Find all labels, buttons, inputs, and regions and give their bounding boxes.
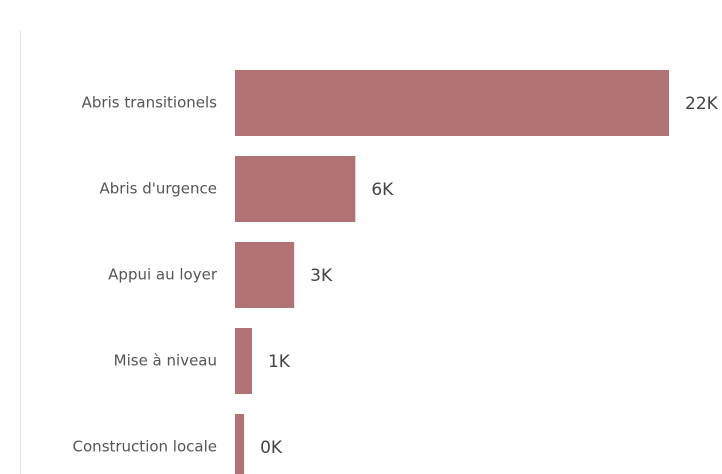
value-label: 6K [371,180,394,200]
category-label: Appui au loyer [108,266,218,284]
value-label: 0K [260,438,283,458]
value-label: 1K [268,352,291,372]
category-label: Abris d'urgence [100,180,218,198]
category-label: Abris transitionels [82,94,218,112]
value-label: 3K [310,266,333,286]
bar [235,70,669,136]
bar [235,414,245,474]
category-label: Construction locale [73,438,217,456]
bar [235,242,295,308]
bar [235,156,356,222]
value-label: 22K [685,94,719,114]
bar [235,328,252,394]
category-label: Mise à niveau [114,352,217,370]
